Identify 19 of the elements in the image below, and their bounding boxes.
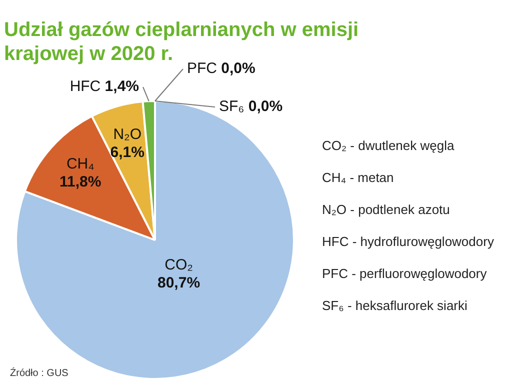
text: 0,0%: [221, 60, 256, 78]
text: HFC - hydroflurowęglowodory: [322, 233, 495, 251]
text: CH₄ - metan: [322, 169, 395, 187]
slice-label: CH₄: [66, 155, 94, 172]
data-label: 1,4%: [104, 78, 140, 96]
slice-label: N₂O: [113, 126, 142, 143]
slice-label: HFC: [70, 78, 105, 96]
text: Źródło : GUS: [10, 368, 68, 379]
text: N₂O - podtlenek azotu: [322, 201, 451, 219]
data-label: 80,7%: [157, 274, 200, 292]
text: SF₆ - heksaflurorek siarki: [322, 297, 468, 315]
data-label: 6,1%: [110, 144, 144, 161]
category-label: PFC: [187, 60, 217, 78]
data-label: 11,8%: [59, 173, 102, 190]
text: PFC - perfluorowęglowodory: [322, 265, 488, 283]
legend-label: SF₆: [219, 98, 248, 116]
text: 0,0%: [248, 98, 283, 116]
slice-label: CO₂: [164, 256, 194, 274]
text: CO₂ - dwutlenek węgla: [322, 137, 456, 155]
